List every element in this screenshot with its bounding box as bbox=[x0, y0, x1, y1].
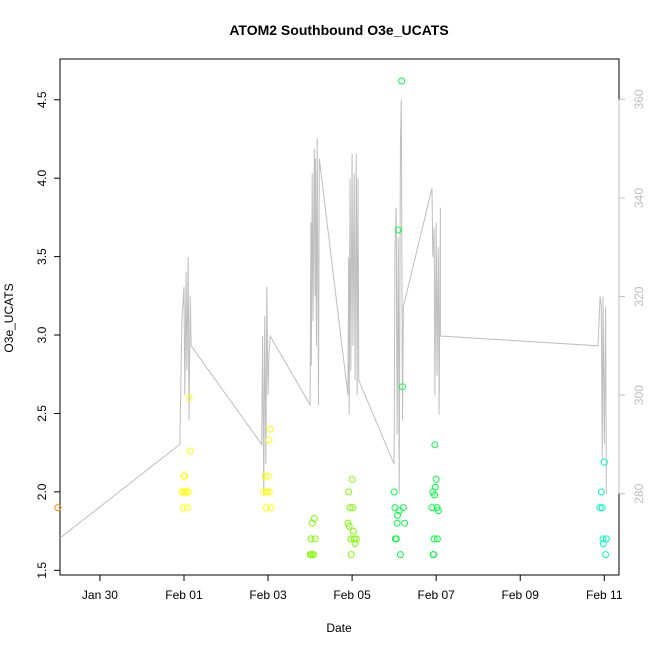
data-point bbox=[262, 504, 270, 512]
data-point bbox=[347, 551, 355, 559]
data-point bbox=[309, 551, 317, 559]
right-tick-label: 340 bbox=[632, 188, 646, 208]
data-point bbox=[263, 488, 271, 496]
right-axis: 280 300 320 340 360 bbox=[618, 89, 646, 504]
data-point bbox=[344, 519, 352, 527]
right-tick-label: 280 bbox=[632, 483, 646, 503]
data-point bbox=[433, 535, 441, 543]
data-point bbox=[265, 436, 273, 444]
y-tick-label: 4.5 bbox=[35, 91, 49, 108]
data-point bbox=[431, 483, 439, 491]
data-point bbox=[346, 504, 354, 512]
x-axis: Jan 30 Feb 01 Feb 03 Feb 05 Feb 07 Feb 09 Feb … bbox=[82, 574, 623, 602]
data-point bbox=[186, 447, 194, 455]
right-tick-label: 300 bbox=[632, 385, 646, 405]
data-point bbox=[54, 504, 62, 512]
data-point bbox=[399, 504, 407, 512]
data-point bbox=[391, 504, 399, 512]
data-point bbox=[349, 504, 357, 512]
data-point bbox=[433, 504, 441, 512]
data-point bbox=[265, 488, 273, 496]
data-point bbox=[345, 522, 353, 530]
data-point bbox=[599, 535, 607, 543]
data-point bbox=[348, 475, 356, 483]
data-point bbox=[398, 77, 406, 85]
series-lines bbox=[59, 99, 607, 539]
data-point bbox=[184, 488, 192, 496]
data-point bbox=[261, 472, 269, 480]
right-tick-label: 320 bbox=[632, 286, 646, 306]
data-point bbox=[182, 488, 190, 496]
y-tick-label: 2.0 bbox=[35, 483, 49, 500]
data-point bbox=[430, 551, 438, 559]
x-tick-label: Jan 30 bbox=[82, 588, 118, 602]
data-point bbox=[434, 507, 442, 515]
x-tick-label: Feb 03 bbox=[249, 588, 287, 602]
y-tick-label: 4.0 bbox=[35, 170, 49, 187]
plot-frame bbox=[59, 58, 620, 576]
data-point bbox=[179, 504, 187, 512]
data-point bbox=[396, 551, 404, 559]
data-point bbox=[350, 535, 358, 543]
data-point bbox=[431, 491, 438, 499]
data-point bbox=[266, 425, 274, 433]
data-point bbox=[600, 458, 608, 466]
data-point bbox=[598, 504, 606, 512]
data-point bbox=[180, 472, 188, 480]
y-tick-label: 1.5 bbox=[35, 562, 49, 579]
x-tick-label: Feb 07 bbox=[417, 588, 455, 602]
x-tick-label: Feb 09 bbox=[502, 588, 540, 602]
pressure-line bbox=[59, 99, 607, 539]
data-point bbox=[183, 504, 191, 512]
x-axis-label: Date bbox=[326, 621, 352, 635]
data-point bbox=[394, 226, 402, 234]
data-point bbox=[310, 515, 318, 522]
data-point bbox=[431, 441, 439, 449]
data-point bbox=[391, 535, 399, 543]
data-point bbox=[401, 519, 409, 527]
data-point bbox=[432, 475, 440, 483]
right-tick-label: 360 bbox=[632, 89, 646, 109]
data-point bbox=[394, 511, 401, 519]
chart-title: ATOM2 Southbound O3e_UCATS bbox=[229, 22, 448, 38]
y-tick-label: 2.5 bbox=[35, 405, 49, 422]
data-point bbox=[349, 527, 357, 535]
data-point bbox=[311, 535, 319, 543]
data-point bbox=[596, 504, 604, 512]
data-point bbox=[345, 488, 353, 496]
data-point bbox=[264, 472, 272, 480]
data-point bbox=[597, 488, 605, 496]
series-points bbox=[54, 77, 610, 559]
data-point bbox=[390, 488, 398, 496]
data-point bbox=[430, 535, 438, 543]
x-tick-label: Feb 01 bbox=[165, 588, 203, 602]
data-point bbox=[267, 504, 275, 512]
x-tick-label: Feb 11 bbox=[586, 588, 623, 602]
data-point bbox=[185, 394, 193, 402]
data-point bbox=[352, 535, 360, 543]
data-point bbox=[351, 540, 359, 548]
data-point bbox=[307, 535, 315, 543]
y-tick-label: 3.0 bbox=[35, 326, 49, 343]
data-point bbox=[399, 383, 406, 391]
y-tick-label: 3.5 bbox=[35, 248, 49, 265]
y-axis: 1.5 2.0 2.5 3.0 3.5 4.0 4.5 bbox=[35, 91, 61, 579]
y-axis-label: O3e_UCATS bbox=[2, 283, 16, 352]
data-point bbox=[602, 551, 610, 559]
data-point bbox=[428, 504, 436, 512]
data-point bbox=[393, 519, 401, 527]
data-point bbox=[180, 488, 188, 496]
x-tick-label: Feb 05 bbox=[333, 588, 371, 602]
data-point bbox=[599, 540, 607, 548]
data-point bbox=[307, 551, 315, 559]
